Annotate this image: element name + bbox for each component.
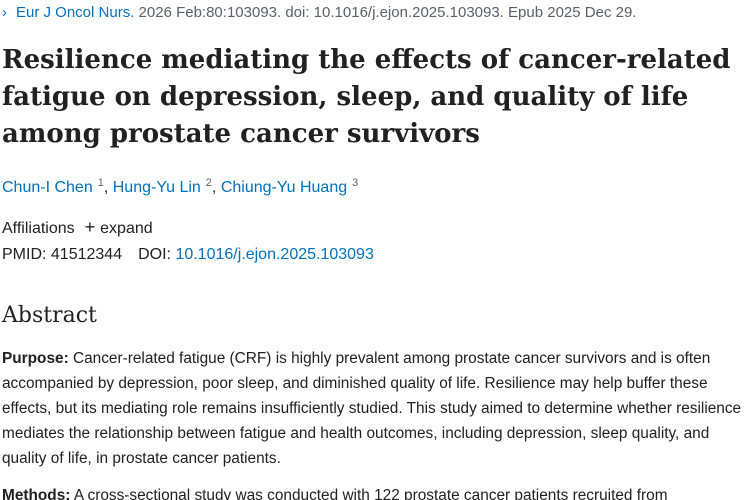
author-separator: ,	[211, 179, 221, 196]
article-title: Resilience mediating the effects of canc…	[2, 45, 731, 149]
identifiers-row: PMID: 41512344 DOI: 10.1016/j.ejon.2025.1…	[2, 245, 374, 265]
author-separator: ,	[103, 179, 113, 196]
pmid-value: 41512344	[50, 246, 123, 263]
citation-details: 2026 Feb:80:103093. doi: 10.1016/j.ejon.…	[134, 4, 637, 21]
abstract-body: Purpose: Cancer-related fatigue (CRF) is…	[2, 346, 742, 500]
plus-icon: +	[84, 217, 96, 237]
abstract-heading: Abstract	[2, 303, 97, 328]
author-link[interactable]: Chun-I Chen	[2, 179, 93, 196]
pmid-label: PMID:	[2, 246, 47, 263]
methods-text: A cross-sectional study was conducted wi…	[70, 487, 668, 500]
purpose-label: Purpose:	[2, 350, 69, 367]
affiliations-row: Affiliations + expand	[2, 217, 153, 239]
author-link[interactable]: Chiung-Yu Huang	[220, 179, 348, 196]
chevron-right-icon[interactable]: ›	[2, 4, 7, 21]
affiliations-expand-button[interactable]: + expand	[84, 217, 153, 237]
citation-line: › Eur J Oncol Nurs. 2026 Feb:80:103093. d…	[2, 4, 636, 22]
author-link[interactable]: Hung-Yu Lin	[112, 179, 201, 196]
author-affiliation-sup[interactable]: 3	[352, 177, 359, 189]
methods-label: Methods:	[2, 487, 71, 500]
affiliations-label: Affiliations	[2, 220, 75, 237]
purpose-text: Cancer-related fatigue (CRF) is highly p…	[2, 350, 742, 467]
doi-link[interactable]: 10.1016/j.ejon.2025.103093	[175, 246, 374, 263]
author-affiliation-sup[interactable]: 2	[205, 177, 212, 189]
abstract-methods: Methods: A cross-sectional study was con…	[2, 483, 742, 500]
abstract-purpose: Purpose: Cancer-related fatigue (CRF) is…	[2, 346, 742, 471]
expand-label: expand	[100, 220, 153, 237]
author-list: Chun-I Chen 1, Hung-Yu Lin 2, Chiung-Yu Hu…	[2, 177, 359, 199]
doi-label: DOI:	[138, 246, 171, 263]
journal-link[interactable]: Eur J Oncol Nurs.	[16, 4, 135, 21]
author-affiliation-sup[interactable]: 1	[97, 177, 104, 189]
